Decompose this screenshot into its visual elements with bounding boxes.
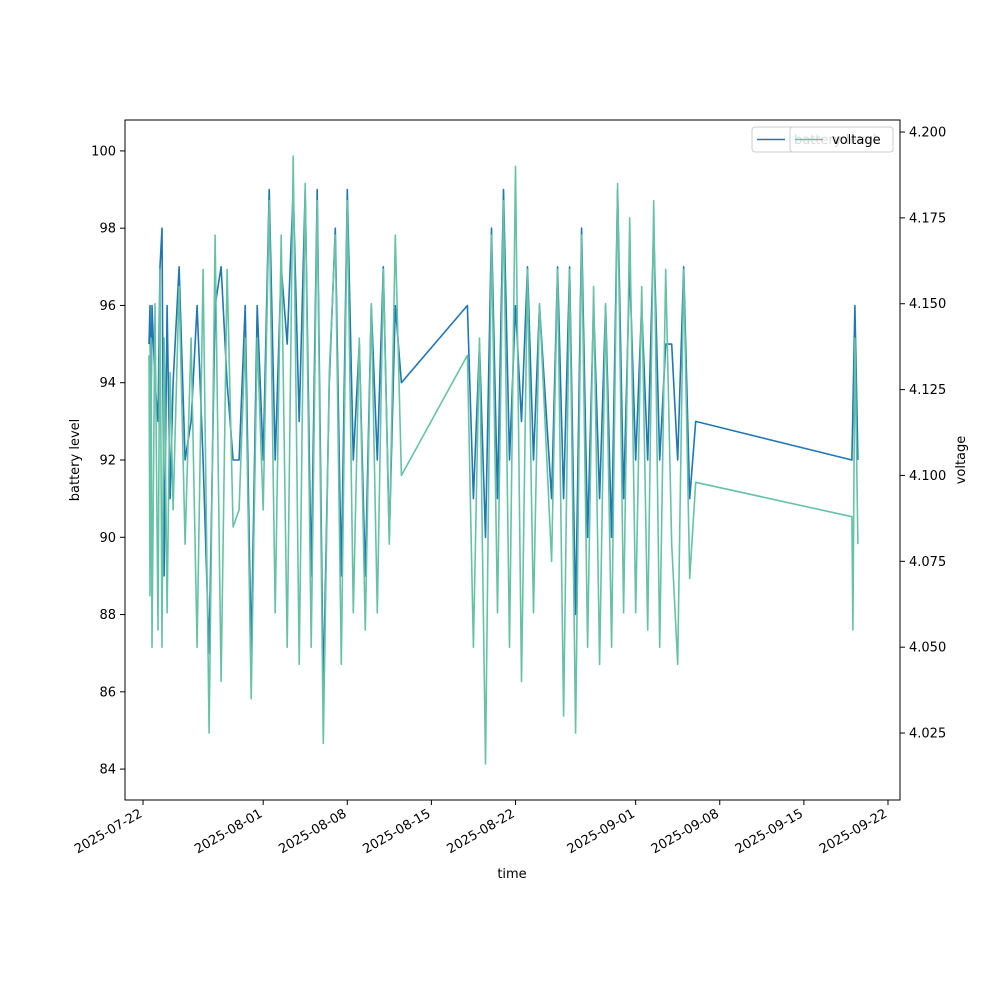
x-axis-label: time xyxy=(497,867,526,882)
y-tick-label: 94 xyxy=(99,376,116,391)
y-tick-label: 90 xyxy=(99,531,116,546)
series-line-0 xyxy=(148,188,859,693)
y2-tick-label: 4.025 xyxy=(909,727,946,742)
y-tick-label: 100 xyxy=(91,144,116,159)
y2-tick-label: 4.175 xyxy=(909,211,946,226)
y-tick-label: 86 xyxy=(99,685,116,700)
y-tick-label: 96 xyxy=(99,299,116,314)
y-tick-label: 88 xyxy=(99,608,116,623)
legend-label: voltage xyxy=(832,133,881,148)
y-axis-left: 84 86 88 90 92 94 96 98 100 xyxy=(91,144,125,778)
y2-tick-label: 4.125 xyxy=(909,383,946,398)
y-tick-label: 98 xyxy=(99,222,116,237)
legend-box-1: voltage xyxy=(789,126,894,153)
y2-tick-label: 4.200 xyxy=(909,126,946,141)
y2-tick-label: 4.050 xyxy=(909,641,946,656)
y2-tick-label: 4.150 xyxy=(909,297,946,312)
y2-tick-label: 4.075 xyxy=(909,555,946,570)
y-axis-right-label: voltage xyxy=(954,436,969,485)
series-layer xyxy=(148,155,859,765)
y-tick-label: 92 xyxy=(99,454,116,469)
y2-tick-label: 4.100 xyxy=(909,469,946,484)
series-line-1 xyxy=(148,155,859,765)
y-axis-right: 4.025 4.050 4.075 4.100 4.125 4.150 4.175 4.200 xyxy=(900,126,946,742)
y-tick-label: 84 xyxy=(99,763,116,778)
y-axis-label: battery level xyxy=(68,419,83,502)
legend-frame xyxy=(789,126,894,153)
